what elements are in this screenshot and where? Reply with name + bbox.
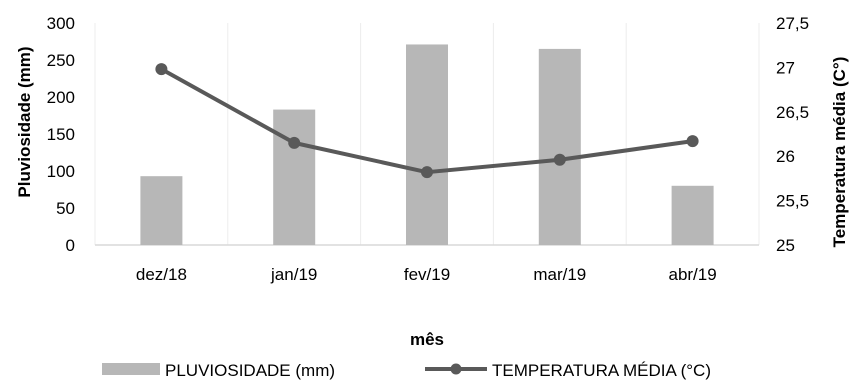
y2-axis-ticks: 25 25,5 26 26,5 27 27,5 — [776, 14, 809, 255]
x-tick-label: jan/19 — [270, 265, 317, 284]
y-axis-ticks: 0 50 100 150 200 250 300 — [47, 14, 75, 255]
y-axis-title: Pluviosidade (mm) — [15, 46, 34, 197]
y-tick-label: 50 — [56, 199, 75, 218]
temperature-line — [155, 63, 699, 179]
temperature-point — [686, 135, 699, 148]
legend: PLUVIOSIDADE (mm) TEMPERATURA MÉDIA (°C) — [102, 361, 711, 380]
bar — [538, 48, 581, 246]
y2-axis-title: Temperatura média (C°) — [830, 57, 849, 248]
temperature-point — [421, 166, 433, 179]
y2-tick-label: 25 — [776, 236, 795, 255]
y-tick-label: 250 — [47, 51, 75, 70]
temperature-point — [553, 153, 566, 166]
legend-swatch-rainfall — [102, 363, 160, 375]
y-tick-label: 100 — [47, 162, 75, 181]
legend-swatch-temperature-marker — [450, 363, 462, 375]
y-tick-label: 150 — [47, 125, 75, 144]
y2-tick-label: 26,5 — [776, 103, 809, 122]
bar — [273, 109, 316, 245]
x-tick-label: fev/19 — [404, 265, 450, 284]
bar — [406, 44, 448, 246]
x-tick-label: mar/19 — [533, 265, 586, 284]
y2-tick-label: 27 — [776, 58, 795, 77]
y-tick-label: 0 — [66, 236, 75, 255]
x-axis-ticks: dez/18 jan/19 fev/19 mar/19 abr/19 — [136, 265, 717, 284]
y2-tick-label: 27,5 — [776, 14, 809, 33]
x-axis-title: mês — [410, 330, 444, 349]
x-tick-label: abr/19 — [668, 265, 716, 284]
temperature-point — [288, 136, 301, 149]
y2-tick-label: 25,5 — [776, 192, 809, 211]
rainfall-bars — [140, 44, 714, 246]
y2-tick-label: 26 — [776, 147, 795, 166]
y-tick-label: 300 — [47, 14, 75, 33]
temperature-point — [155, 63, 168, 76]
bar — [140, 176, 183, 245]
y-tick-label: 200 — [47, 88, 75, 107]
x-tick-label: dez/18 — [136, 265, 187, 284]
legend-label-temperature: TEMPERATURA MÉDIA (°C) — [492, 361, 711, 380]
bar — [671, 185, 714, 245]
legend-label-rainfall: PLUVIOSIDADE (mm) — [165, 361, 335, 380]
category-gridlines — [94, 23, 760, 245]
